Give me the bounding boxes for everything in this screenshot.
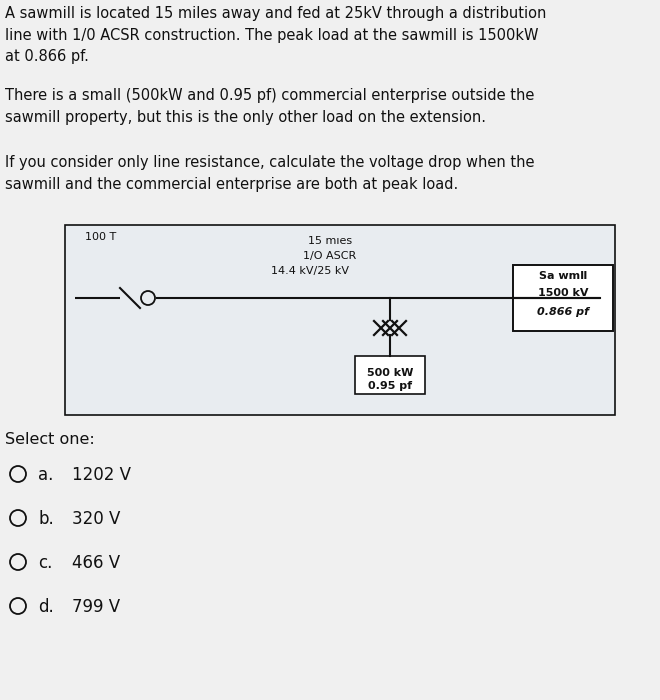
Text: 15 mıes: 15 mıes [308, 236, 352, 246]
Text: d.: d. [38, 598, 53, 616]
Text: A sawmill is located 15 miles away and fed at 25kV through a distribution
line w: A sawmill is located 15 miles away and f… [5, 6, 546, 64]
Text: 0.95 pf: 0.95 pf [368, 381, 412, 391]
Text: 1/O ASCR: 1/O ASCR [304, 251, 356, 261]
Text: 0.866 pf: 0.866 pf [537, 307, 589, 317]
Bar [65, 225, 615, 415]
Text: Sa wmⅡ: Sa wmⅡ [539, 271, 587, 281]
Text: 799 V: 799 V [72, 598, 120, 616]
Text: c.: c. [38, 554, 52, 572]
Bar [355, 356, 425, 394]
Text: 1500 kV: 1500 kV [538, 288, 588, 298]
Text: 1202 V: 1202 V [72, 466, 131, 484]
Text: There is a small (500kW and 0.95 pf) commercial enterprise outside the
sawmill p: There is a small (500kW and 0.95 pf) com… [5, 88, 535, 125]
Text: 100 T: 100 T [85, 232, 116, 242]
Text: b.: b. [38, 510, 53, 528]
Text: 466 V: 466 V [72, 554, 120, 572]
Bar [513, 265, 613, 331]
Text: If you consider only line resistance, calculate the voltage drop when the
sawmil: If you consider only line resistance, ca… [5, 155, 535, 192]
Text: 500 kW: 500 kW [367, 368, 413, 378]
Text: 14.4 kV/25 kV: 14.4 kV/25 kV [271, 266, 349, 276]
Text: 320 V: 320 V [72, 510, 120, 528]
Text: Select one:: Select one: [5, 432, 95, 447]
Text: a.: a. [38, 466, 53, 484]
